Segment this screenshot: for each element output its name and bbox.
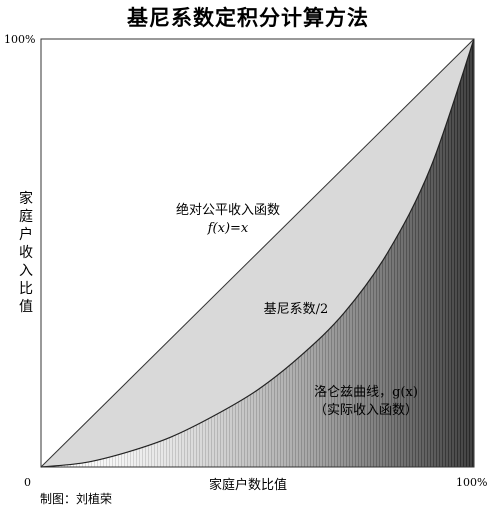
lorenz-curve-label: 洛仑兹曲线，g(x) [314, 385, 418, 400]
y-axis-max-label: 100% [4, 33, 36, 46]
lorenz-curve [40, 38, 475, 468]
plot-frame [40, 38, 475, 468]
y-axis-title: 家庭户收入比值 [19, 191, 33, 315]
equality-formula-label: f(x)=x [207, 221, 249, 236]
gini-region-label: 基尼系数/2 [264, 302, 329, 317]
credit-text: 制图：刘植荣 [40, 492, 113, 506]
equality-line-label: 绝对公平收入函数 [176, 202, 280, 218]
x-axis-title: 家庭户数比值 [208, 478, 287, 493]
equality-line [40, 38, 475, 468]
page-title: 基尼系数定积分计算方法 [127, 5, 369, 30]
lorenz-curve-sublabel: （实际收入函数） [314, 403, 418, 418]
x-axis-max-label: 100% [456, 476, 488, 489]
x-axis-origin-label: 0 [24, 476, 31, 489]
